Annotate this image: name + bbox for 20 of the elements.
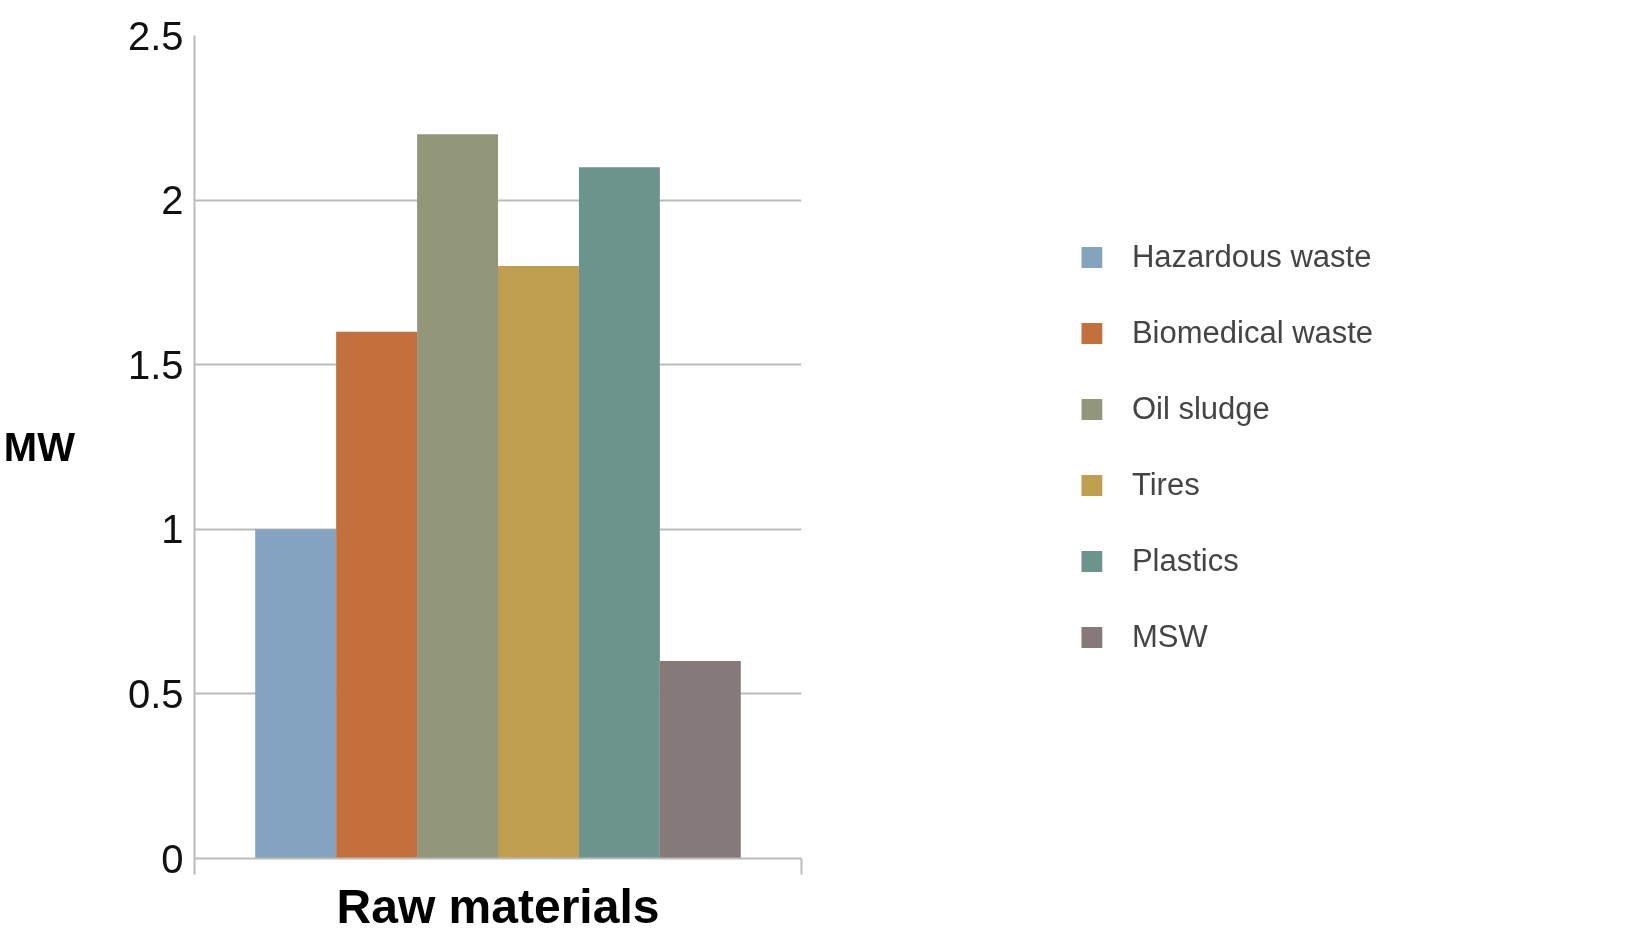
legend-label: MSW xyxy=(1131,618,1208,655)
legend-label: Oil sludge xyxy=(1131,390,1270,427)
bar xyxy=(255,529,337,859)
y-tick-label: 2.5 xyxy=(127,13,184,58)
legend-label: Tires xyxy=(1131,466,1200,503)
y-tick-label: 0.5 xyxy=(127,671,184,716)
bar xyxy=(336,331,418,859)
bar xyxy=(498,265,579,859)
legend-label: Plastics xyxy=(1131,542,1239,579)
y-tick-label: 2 xyxy=(161,178,184,223)
legend-label: Hazardous waste xyxy=(1131,238,1372,275)
y-tick-label: 0 xyxy=(161,836,184,881)
bar xyxy=(417,134,498,859)
x-axis-title: Raw materials xyxy=(336,879,660,933)
y-axis-title: MW xyxy=(3,425,76,469)
bar xyxy=(578,167,660,859)
y-tick-label: 1 xyxy=(161,507,184,552)
y-tick-label: 1.5 xyxy=(127,342,184,387)
legend-label: Biomedical waste xyxy=(1131,314,1374,351)
bar xyxy=(659,660,741,859)
